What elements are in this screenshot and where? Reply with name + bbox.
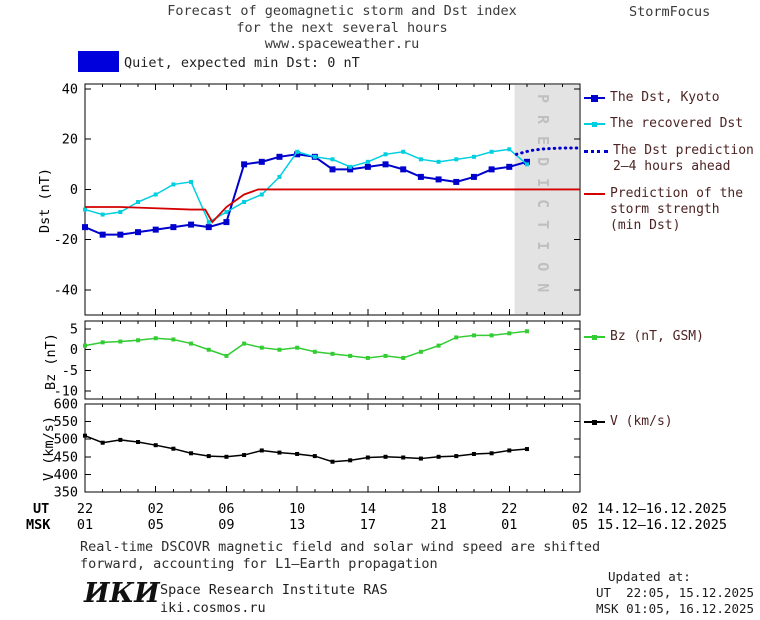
ut-date-range: 14.12–16.12.2025 <box>597 501 728 517</box>
svg-text:5: 5 <box>70 322 78 338</box>
dst-axis-label: Dst (nT) <box>37 167 53 233</box>
quiet-status-swatch <box>78 51 119 72</box>
page-title: Forecast of geomagnetic storm and Dst in… <box>118 3 566 53</box>
institute-site: iki.cosmos.ru <box>160 600 266 616</box>
institute-name: Space Research Institute RAS <box>160 582 388 598</box>
msk-row-label: MSK <box>26 517 51 533</box>
svg-text:-10: -10 <box>54 383 78 399</box>
svg-text:20: 20 <box>62 132 78 148</box>
site-url: www.spaceweather.ru <box>264 36 420 52</box>
svg-text:400: 400 <box>54 467 78 483</box>
quiet-status-label: Quiet, expected min Dst: 0 nT <box>124 55 360 71</box>
svg-text:0: 0 <box>70 182 78 198</box>
svg-text:-40: -40 <box>54 282 78 298</box>
svg-text:21: 21 <box>430 517 446 533</box>
legend-item-v: V (km/s) <box>584 414 673 430</box>
svg-text:14: 14 <box>360 501 376 517</box>
legend-label-storm-3: (min Dst) <box>610 218 681 233</box>
legend-item-dst-prediction: The Dst prediction 2–4 hours ahead <box>584 143 754 175</box>
svg-text:02: 02 <box>148 501 164 517</box>
svg-text:450: 450 <box>54 449 78 465</box>
updated-at-label: Updated at: <box>608 569 691 584</box>
legend-item-recovered-dst: The recovered Dst <box>584 116 743 132</box>
svg-text:01: 01 <box>501 517 517 533</box>
title-line-2: for the next several hours <box>236 19 448 36</box>
svg-text:22: 22 <box>77 501 93 517</box>
legend-label-storm-1: Prediction of the <box>610 186 744 201</box>
storm-strength-swatch-icon <box>584 193 605 195</box>
legend-label-dst-prediction-2: 2–4 hours ahead <box>613 159 731 174</box>
title-line-1: Forecast of geomagnetic storm and Dst in… <box>167 3 517 19</box>
brand-stormfocus: StormFocus <box>629 4 711 20</box>
iki-logo: ИКИ <box>84 578 160 609</box>
svg-text:600: 600 <box>54 397 78 413</box>
svg-text:06: 06 <box>218 501 234 517</box>
svg-text:18: 18 <box>430 501 446 517</box>
msk-date-range: 15.12–16.12.2025 <box>597 517 728 533</box>
prediction-band-label: PREDICTION <box>534 94 552 305</box>
svg-text:02: 02 <box>572 501 588 517</box>
recovered-dst-swatch-icon <box>584 117 605 131</box>
legend-item-dst-kyoto: The Dst, Kyoto <box>584 90 720 106</box>
legend-item-bz: Bz (nT, GSM) <box>584 329 704 345</box>
svg-text:13: 13 <box>289 517 305 533</box>
updated-ut: UT 22:05, 15.12.2025 <box>596 585 755 600</box>
v-axis-label: V (km/s) <box>41 415 57 481</box>
bz-axis-label: Bz (nT) <box>43 333 59 390</box>
legend-label-storm-2: storm strength <box>610 202 720 217</box>
legend-item-storm-strength: Prediction of the storm strength (min Ds… <box>584 186 743 234</box>
legend-label-bz: Bz (nT, GSM) <box>610 329 704 344</box>
bz-swatch-icon <box>584 330 605 344</box>
svg-text:500: 500 <box>54 432 78 448</box>
svg-text:09: 09 <box>218 517 234 533</box>
legend-label-v: V (km/s) <box>610 414 673 429</box>
svg-text:10: 10 <box>289 501 305 517</box>
svg-text:-5: -5 <box>62 363 78 379</box>
updated-msk: MSK 01:05, 16.12.2025 <box>596 601 755 616</box>
svg-text:05: 05 <box>572 517 588 533</box>
svg-text:17: 17 <box>360 517 376 533</box>
dst-kyoto-swatch-icon <box>584 91 605 105</box>
footnote-line-1: Real-time DSCOVR magnetic field and sola… <box>80 539 601 555</box>
legend-label-dst-kyoto: The Dst, Kyoto <box>610 90 720 105</box>
svg-text:-20: -20 <box>54 232 78 248</box>
svg-text:0: 0 <box>70 342 78 358</box>
svg-text:01: 01 <box>77 517 93 533</box>
v-swatch-icon <box>584 415 605 429</box>
svg-text:350: 350 <box>54 485 78 501</box>
svg-text:05: 05 <box>148 517 164 533</box>
svg-text:40: 40 <box>62 82 78 98</box>
legend-label-dst-prediction-1: The Dst prediction <box>613 143 754 158</box>
legend-label-recovered-dst: The recovered Dst <box>610 116 744 131</box>
svg-text:22: 22 <box>501 501 517 517</box>
dst-prediction-swatch-icon <box>584 150 608 153</box>
svg-text:550: 550 <box>54 414 78 430</box>
footnote-line-2: forward, accounting for L1–Earth propaga… <box>80 556 438 572</box>
ut-row-label: UT <box>33 501 50 517</box>
